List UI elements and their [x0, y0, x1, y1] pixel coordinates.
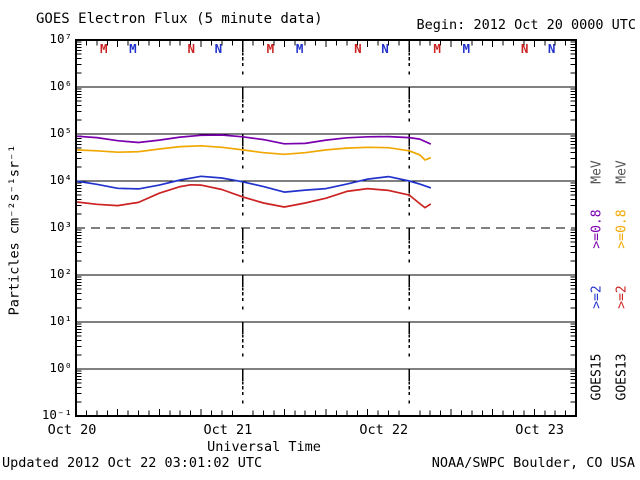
- y-axis-tick-label: 10¹: [49, 313, 72, 328]
- chart-title: GOES Electron Flux (5 minute data): [36, 11, 323, 27]
- y-axis-tick-label: 10⁵: [49, 125, 72, 140]
- satellite-marker: M: [100, 41, 108, 56]
- satellite-marker: N: [215, 41, 223, 56]
- source-credit: NOAA/SWPC Boulder, CO USA: [431, 455, 635, 471]
- y-axis-tick-label: 10⁷: [49, 31, 72, 46]
- satellite-marker: N: [381, 41, 389, 56]
- satellite-marker: N: [354, 41, 362, 56]
- legend-ge08-goes13: >=0.8: [614, 209, 630, 249]
- plot-frame: [75, 39, 577, 417]
- y-axis-tick-label: 10³: [49, 219, 72, 234]
- satellite-marker: N: [548, 41, 556, 56]
- legend-ge08-goes15: >=0.8: [589, 209, 605, 249]
- x-axis-tick-label: Oct 20: [47, 422, 97, 438]
- x-axis-title: Universal Time: [207, 439, 321, 455]
- x-axis-tick-label: Oct 22: [359, 422, 409, 438]
- x-axis-tick-label: Oct 23: [515, 422, 564, 438]
- flux-series-line: [75, 183, 432, 209]
- begin-timestamp: Begin: 2012 Oct 20 0000 UTC: [416, 17, 636, 33]
- y-axis-tick-label: 10²: [49, 266, 72, 281]
- satellite-marker: M: [463, 41, 471, 56]
- satellite-marker: M: [267, 41, 275, 56]
- updated-timestamp: Updated 2012 Oct 22 03:01:02 UTC: [2, 455, 263, 471]
- legend-ge2-goes15: >=2: [589, 285, 605, 309]
- y-axis-tick-label: 10⁴: [49, 172, 72, 187]
- legend-satellite-goes15: GOES15: [589, 353, 605, 401]
- x-axis-tick-label: Oct 21: [203, 422, 253, 438]
- satellite-marker: N: [521, 41, 529, 56]
- legend-satellite-goes13: GOES13: [614, 353, 630, 401]
- satellite-marker: M: [129, 41, 137, 56]
- legend-ge2-goes13: >=2: [614, 285, 630, 309]
- flux-series-line: [75, 175, 432, 193]
- flux-series-line: [75, 134, 432, 145]
- flux-series-line: [75, 144, 432, 161]
- satellite-marker: N: [188, 41, 196, 56]
- legend-unit-goes13: MeV: [614, 160, 630, 184]
- satellite-marker: M: [433, 41, 441, 56]
- legend-unit-goes15: MeV: [589, 160, 605, 184]
- y-axis-tick-label: 10⁰: [49, 360, 72, 375]
- y-axis-tick-label: 10⁻¹: [41, 407, 72, 422]
- y-axis-tick-label: 10⁶: [49, 78, 72, 93]
- satellite-marker: M: [296, 41, 304, 56]
